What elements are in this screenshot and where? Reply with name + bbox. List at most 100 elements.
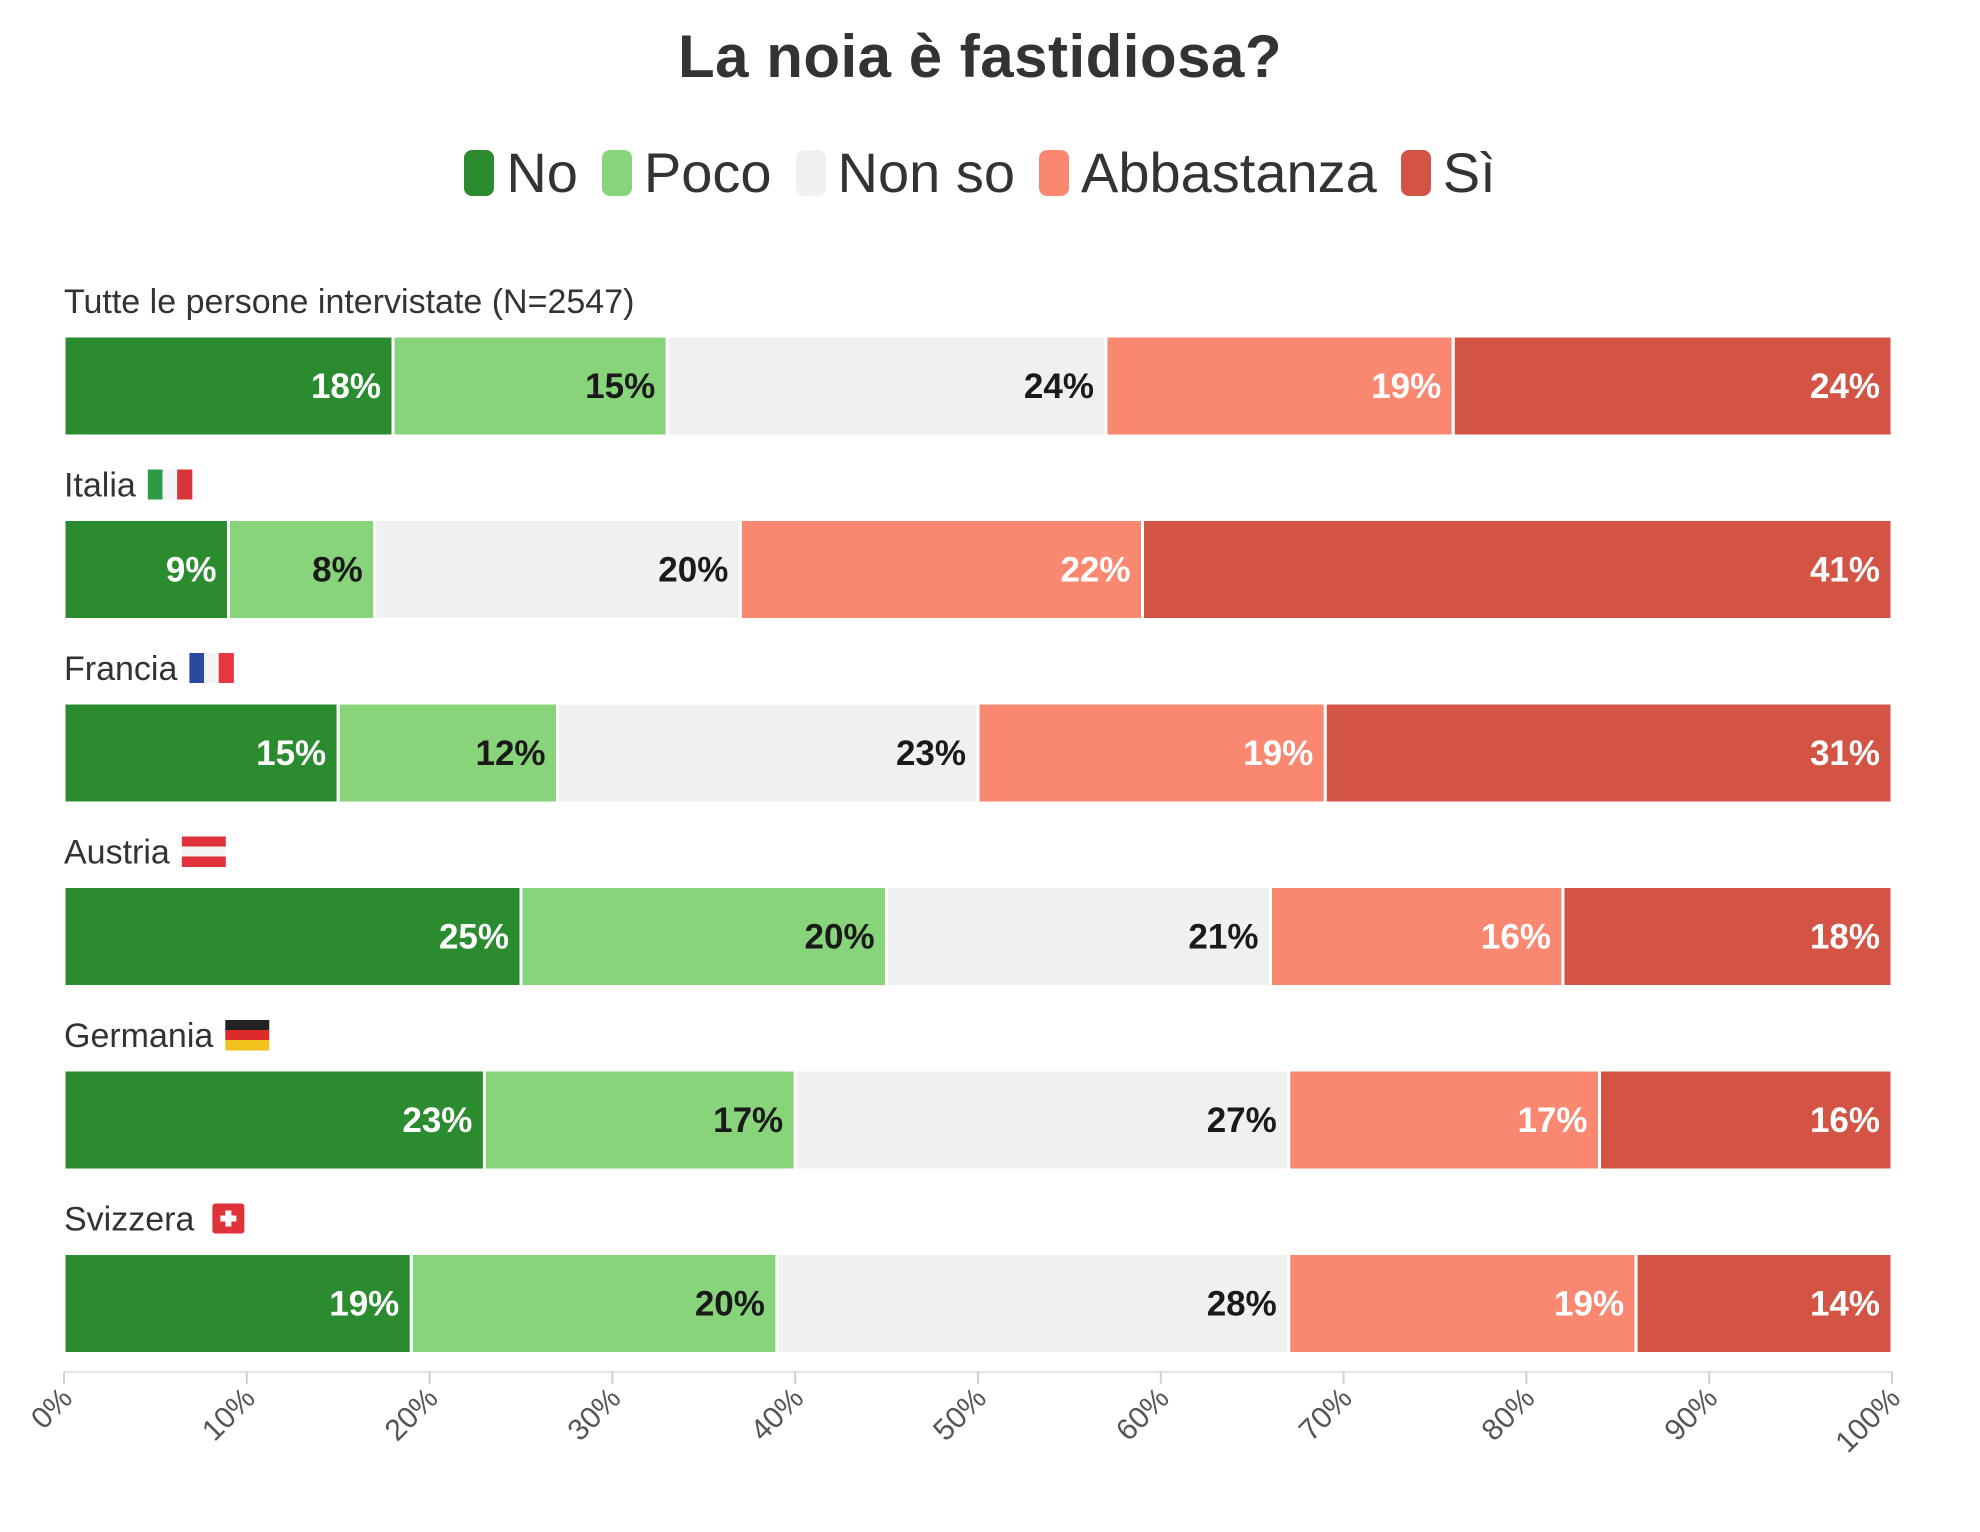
bar-segment-non-so xyxy=(665,334,1108,438)
data-label: 17% xyxy=(713,1101,783,1140)
x-tick-label: 60% xyxy=(1110,1382,1176,1448)
data-label: 19% xyxy=(329,1285,399,1324)
x-tick-label: 80% xyxy=(1476,1382,1542,1448)
x-axis: 0% 10% 20% 30% 40% 50% 60% 70% 80% 90% 100% xyxy=(25,1371,1907,1460)
data-label: 8% xyxy=(312,551,363,590)
legend-label: No xyxy=(506,141,578,204)
france-flag-icon xyxy=(189,653,234,683)
data-label: 22% xyxy=(1060,551,1130,590)
data-label: 9% xyxy=(166,551,217,590)
legend-item-s-: Sì xyxy=(1400,140,1496,205)
data-label: 27% xyxy=(1207,1101,1277,1140)
data-label: 25% xyxy=(439,918,509,957)
switzerland-flag-icon xyxy=(212,1203,245,1234)
x-tick-label: 30% xyxy=(562,1382,628,1448)
germany-flag-icon xyxy=(225,1020,270,1051)
bar-segment-s- xyxy=(1561,885,1894,988)
data-label: 28% xyxy=(1207,1285,1277,1324)
bar-segment-non-so xyxy=(373,518,742,621)
bar-segment-abbastanza xyxy=(1268,885,1565,988)
bar-segment-abbastanza xyxy=(976,701,1327,805)
data-label: 24% xyxy=(1024,367,1094,406)
data-label: 16% xyxy=(1810,1101,1880,1140)
legend: No Poco Non so Abbastanza Sì xyxy=(0,140,1960,205)
data-label: 31% xyxy=(1810,734,1880,773)
legend-label: Poco xyxy=(643,141,772,204)
row-label: Svizzera xyxy=(64,1201,194,1239)
data-label: 16% xyxy=(1481,918,1551,957)
x-tick-label: 0% xyxy=(25,1382,79,1436)
bar-segment-s- xyxy=(1598,1068,1894,1172)
row-label: Germania xyxy=(64,1017,213,1055)
data-label: 14% xyxy=(1810,1285,1880,1324)
bar-row-5: Svizzera 19% 20% 28% 19% 14% xyxy=(62,1201,1894,1355)
bar-segment-abbastanza xyxy=(738,518,1145,621)
data-label: 19% xyxy=(1554,1285,1624,1324)
bar-segment-non-so xyxy=(885,885,1272,988)
legend-item-poco: Poco xyxy=(601,140,772,205)
bar-segment-poco xyxy=(519,885,889,988)
data-label: 12% xyxy=(475,734,545,773)
x-tick-label: 10% xyxy=(196,1382,262,1448)
legend-swatch xyxy=(601,149,632,196)
row-label: Tutte le persone intervistate (N=2547) xyxy=(64,283,634,321)
legend-item-abbastanza: Abbastanza xyxy=(1038,140,1377,205)
x-tick-label: 20% xyxy=(379,1382,445,1448)
bar-segment-no xyxy=(62,885,523,988)
data-label: 19% xyxy=(1371,367,1441,406)
chart-title: La noia è fastidiosa? xyxy=(678,23,1282,90)
bar-segment-s- xyxy=(1323,701,1894,805)
bar-segment-no xyxy=(62,1252,413,1355)
data-label: 18% xyxy=(311,367,381,406)
bar-row-2: Francia 15% 12% 23% 19% 31% xyxy=(62,650,1894,805)
italy-flag-icon xyxy=(147,469,193,500)
bar-segment-non-so xyxy=(775,1252,1291,1355)
legend-item-no: No xyxy=(464,140,578,205)
bar-segment-s- xyxy=(1451,334,1894,438)
austria-flag-icon xyxy=(181,836,226,867)
x-tick-label: 40% xyxy=(744,1382,810,1448)
row-label: Italia xyxy=(64,467,136,505)
data-label: 20% xyxy=(695,1285,765,1324)
legend-label: Abbastanza xyxy=(1080,141,1377,204)
bar-segment-no xyxy=(62,701,340,805)
data-label: 18% xyxy=(1810,918,1880,957)
bar-segment-poco xyxy=(482,1068,797,1172)
x-tick-label: 70% xyxy=(1293,1382,1359,1448)
data-label: 23% xyxy=(402,1101,472,1140)
bar-row-0: Tutte le persone intervistate (N=2547) 18… xyxy=(62,283,1894,438)
bar-segment-s- xyxy=(1141,518,1894,621)
bar-segment-abbastanza xyxy=(1287,1068,1602,1172)
data-label: 20% xyxy=(805,918,875,957)
legend-swatch xyxy=(1038,149,1069,196)
x-tick-label: 50% xyxy=(927,1382,993,1448)
x-tick-label: 100% xyxy=(1829,1382,1907,1460)
data-label: 24% xyxy=(1810,367,1880,406)
bar-row-1: Italia 9% 8% 20% 22% 41% xyxy=(62,467,1894,621)
legend-swatch xyxy=(464,149,495,196)
data-label: 41% xyxy=(1810,551,1880,590)
data-label: 17% xyxy=(1517,1101,1587,1140)
data-label: 15% xyxy=(585,367,655,406)
legend-swatch xyxy=(795,149,826,196)
x-tick-label: 90% xyxy=(1658,1382,1724,1448)
data-label: 15% xyxy=(256,734,326,773)
data-label: 20% xyxy=(658,551,728,590)
bar-segment-abbastanza xyxy=(1287,1252,1638,1355)
bar-segment-s- xyxy=(1634,1252,1894,1355)
bar-segment-poco xyxy=(227,518,377,621)
row-label: Austria xyxy=(64,834,170,872)
bar-segment-poco xyxy=(409,1252,779,1355)
legend-label: Non so xyxy=(837,141,1015,204)
legend-item-non-so: Non so xyxy=(795,140,1015,205)
bar-row-3: Austria 25% 20% 21% 16% 18% xyxy=(62,834,1894,988)
bar-segment-poco xyxy=(336,701,560,805)
data-label: 21% xyxy=(1188,918,1258,957)
legend-label: Sì xyxy=(1442,141,1496,204)
data-label: 19% xyxy=(1243,734,1313,773)
row-label: Francia xyxy=(64,650,177,688)
bar-segment-no xyxy=(62,1068,486,1172)
legend-swatch xyxy=(1400,149,1431,196)
bar-row-4: Germania 23% 17% 27% 17% 16% xyxy=(62,1017,1894,1172)
